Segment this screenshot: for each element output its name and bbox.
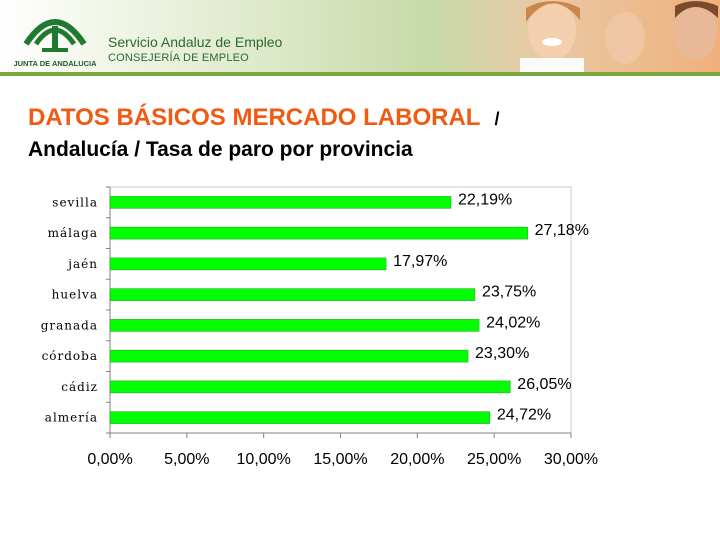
value-label: 26,05%: [517, 376, 571, 393]
value-label: 24,02%: [486, 314, 540, 331]
value-label: 23,75%: [482, 284, 536, 301]
header-banner: JUNTA DE ANDALUCIA Servicio Andaluz de E…: [0, 0, 720, 76]
category-label: granada: [41, 318, 98, 332]
dept-name: CONSEJERÍA DE EMPLEO: [108, 52, 249, 64]
header-photo: [520, 0, 718, 76]
category-label: almería: [45, 411, 98, 425]
category-label: málaga: [48, 226, 98, 240]
bar-almería: [109, 411, 491, 424]
bar-córdoba: [109, 349, 469, 363]
value-label: 22,19%: [458, 191, 512, 208]
category-label: cádiz: [61, 380, 98, 394]
x-tick-label: 30,00%: [544, 451, 598, 468]
org-name: Servicio Andaluz de Empleo: [108, 34, 283, 50]
slide-subtitle: Andalucía / Tasa de paro por provincia: [28, 138, 413, 161]
junta-andalucia-logo: JUNTA DE ANDALUCIA: [14, 19, 96, 68]
category-label: jaén: [66, 257, 98, 271]
x-tick-label: 25,00%: [467, 451, 521, 468]
bar-huelva: [109, 288, 476, 301]
plot-area: [109, 186, 572, 434]
value-label: 17,97%: [393, 253, 447, 270]
x-tick-label: 5,00%: [164, 451, 209, 468]
category-label: córdoba: [42, 349, 98, 363]
bar-sevilla: [109, 196, 452, 209]
header-divider: [0, 72, 720, 76]
category-label: sevilla: [52, 195, 98, 209]
logo-text: JUNTA DE ANDALUCIA: [14, 59, 96, 68]
x-tick-label: 10,00%: [237, 451, 291, 468]
bar-málaga: [109, 226, 528, 240]
value-label: 23,30%: [475, 345, 529, 362]
slide-title: DATOS BÁSICOS MERCADO LABORAL /: [28, 104, 708, 133]
category-label: huelva: [52, 288, 98, 302]
value-label: 27,18%: [535, 222, 589, 239]
x-tick-label: 15,00%: [313, 451, 367, 468]
title-separator: /: [494, 109, 500, 129]
bar-cádiz: [109, 380, 511, 394]
x-tick-label: 0,00%: [87, 451, 132, 468]
bar-jaén: [109, 257, 387, 271]
value-label: 24,72%: [497, 407, 551, 424]
x-tick-label: 20,00%: [390, 451, 444, 468]
bar-granada: [109, 319, 480, 332]
title-main: DATOS BÁSICOS MERCADO LABORAL: [28, 104, 481, 131]
